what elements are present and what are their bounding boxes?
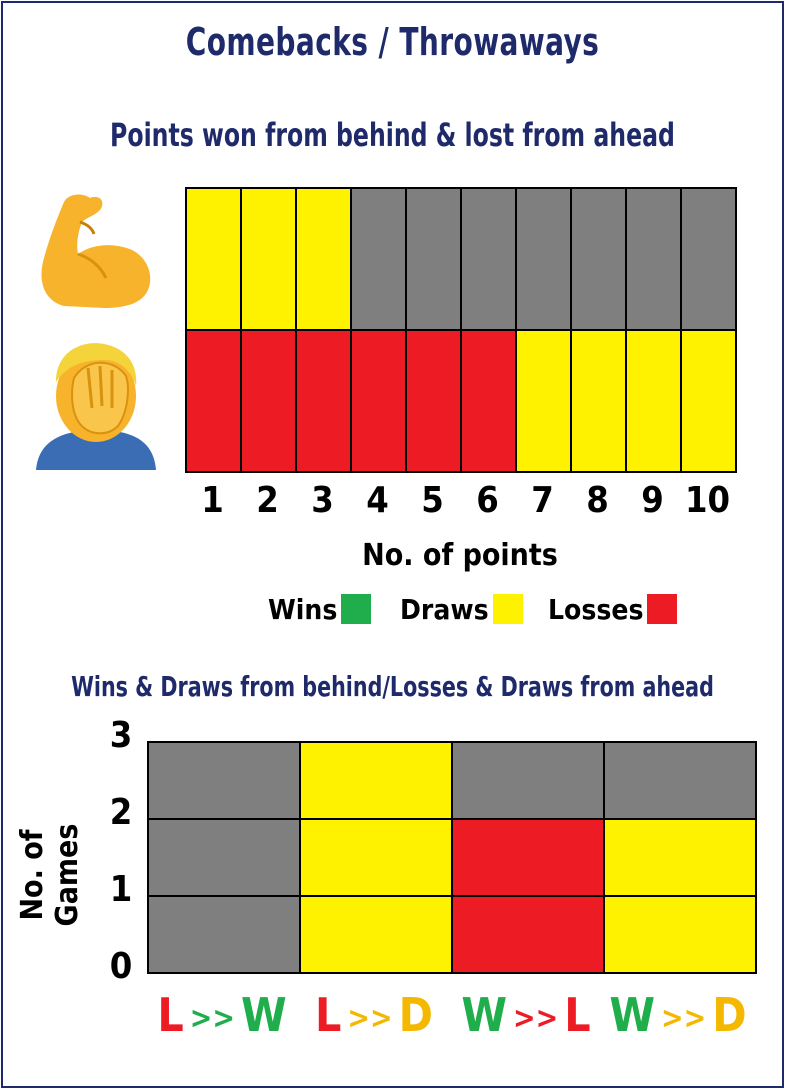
chart2-category-1-to: D [398,988,433,1042]
flexed-biceps-icon [41,194,151,308]
chart1-x-tick-9: 9 [641,480,664,521]
chart2-bar-2-unit-1 [451,895,605,974]
legend-wins: Wins [268,592,372,626]
chart2-bar-2-unit-2 [451,818,605,897]
chart2-bar-3-unit-2 [603,818,757,897]
chart1-x-tick-1: 1 [201,480,224,521]
legend-draws-label: Draws [400,592,489,626]
chart1-cell-ahead-5 [405,329,462,473]
chart2-bar-3-unit-1 [603,895,757,974]
legend-losses-label: Losses [548,592,644,626]
chart2-category-0-arrow: >> [189,1001,235,1036]
legend-draws: Draws [400,592,523,626]
chart2-category-1-arrow: >> [347,1001,393,1036]
chart2-title: Wins & Draws from behind/Losses & Draws … [71,670,714,703]
chart1-x-tick-7: 7 [531,480,554,521]
chart2-bar-0-unit-2 [147,818,301,897]
chart1-x-tick-3: 3 [311,480,334,521]
chart2-y-tick-3: 3 [109,715,133,756]
chart1-cell-behind-6 [460,187,517,331]
chart1-cell-ahead-3 [295,329,352,473]
chart1-cell-ahead-6 [460,329,517,473]
chart1-cell-behind-8 [570,187,627,331]
chart1-cell-ahead-7 [515,329,572,473]
chart1-cell-behind-5 [405,187,462,331]
chart1-cell-behind-7 [515,187,572,331]
chart1-cell-behind-4 [350,187,407,331]
chart1-cell-ahead-2 [240,329,297,473]
chart1-x-tick-6: 6 [476,480,499,521]
legend-wins-swatch [341,594,372,624]
chart2-y-tick-2: 2 [109,792,133,833]
chart1-cell-ahead-1 [185,329,242,473]
chart2-bar-0-unit-1 [147,895,301,974]
chart2-category-2-arrow: >> [513,1001,559,1036]
chart1-cell-ahead-4 [350,329,407,473]
legend-wins-label: Wins [268,592,338,626]
chart2-bar-2-unit-3 [451,741,605,820]
chart2-category-0-from: L [157,988,184,1042]
chart2-category-2-from: W [461,988,508,1042]
legend-losses: Losses [548,592,678,626]
chart1-x-axis-label: No. of points [362,538,558,573]
chart1-cell-behind-2 [240,187,297,331]
chart1-cell-behind-9 [625,187,682,331]
chart2-bar-1-unit-1 [299,895,453,974]
legend-draws-swatch [492,594,523,624]
chart2-category-0-to: W [240,988,287,1042]
chart2-category-0: L >> W [147,988,297,1042]
chart2-category-2: W >> L [451,988,601,1042]
page-title: Comebacks / Throwaways [185,20,600,64]
chart2-category-3: W >> D [603,988,753,1042]
chart1-x-tick-10: 10 [684,480,731,521]
chart2-bar-0-unit-3 [147,741,301,820]
facepalm-person-icon [36,343,156,470]
chart2-category-1: L >> D [299,988,449,1042]
chart1-cell-behind-10 [680,187,737,331]
chart1-x-tick-8: 8 [586,480,609,521]
chart2-category-2-to: L [564,988,591,1042]
chart2-category-3-arrow: >> [661,1001,707,1036]
chart1-x-tick-5: 5 [421,480,444,521]
chart1-cell-ahead-9 [625,329,682,473]
chart1-cell-behind-3 [295,187,352,331]
chart1-title: Points won from behind & lost from ahead [110,116,675,154]
chart1-cell-ahead-8 [570,329,627,473]
chart2-category-3-to: D [712,988,747,1042]
chart2-bar-1-unit-2 [299,818,453,897]
chart1-x-tick-2: 2 [256,480,279,521]
chart2-category-1-from: L [315,988,342,1042]
chart2-bar-1-unit-3 [299,741,453,820]
chart2-bar-3-unit-3 [603,741,757,820]
legend-losses-swatch [647,594,678,624]
chart1-cell-behind-1 [185,187,242,331]
chart1-cell-ahead-10 [680,329,737,473]
chart2-y-axis-label: No. of Games [15,823,85,927]
chart2-y-tick-1: 1 [109,869,133,910]
chart2-category-3-from: W [609,988,656,1042]
chart1-x-tick-4: 4 [366,480,389,521]
chart2-y-tick-0: 0 [109,946,133,987]
